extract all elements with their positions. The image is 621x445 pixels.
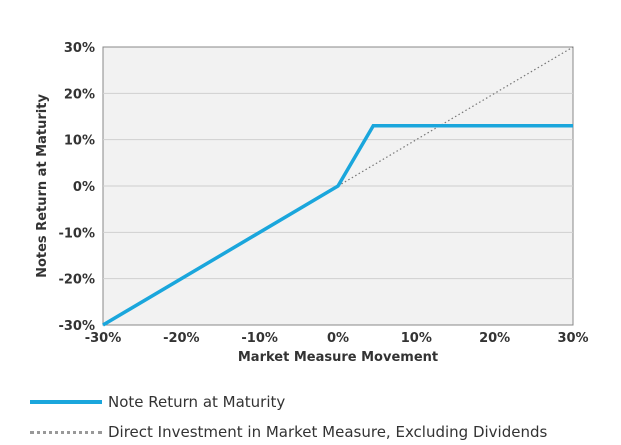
x-tick-label: -10% <box>241 331 278 346</box>
x-axis-title: Market Measure Movement <box>238 350 438 365</box>
y-tick-label: 0% <box>73 180 95 195</box>
x-tick-labels: -30% -20% -10% 0% 10% 20% 30% <box>85 331 589 346</box>
series-line-note-return <box>102 124 573 327</box>
y-tick-label: -20% <box>58 273 95 288</box>
y-axis-title: Notes Return at Maturity <box>35 94 50 278</box>
y-tick-label: -10% <box>58 226 95 241</box>
legend-swatch-dotted <box>30 430 102 434</box>
series-lines <box>102 46 574 327</box>
legend-item-note-return: Note Return at Maturity <box>30 391 610 413</box>
series-line-direct-investment <box>337 46 574 187</box>
legend-label-direct-investment: Direct Investment in Market Measure, Exc… <box>108 423 548 441</box>
legend-label-note-return: Note Return at Maturity <box>108 393 286 411</box>
y-tick-label: -30% <box>58 319 95 334</box>
legend-item-direct-investment: Direct Investment in Market Measure, Exc… <box>30 421 610 443</box>
x-tick-label: 20% <box>479 331 510 346</box>
payoff-chart: -30% -20% -10% 0% 10% 20% 30% 30%20%10%0%-10%-… <box>35 41 589 365</box>
y-tick-label: 30% <box>64 41 95 56</box>
x-tick-label: 30% <box>557 331 588 346</box>
y-tick-label: 20% <box>64 87 95 102</box>
legend-swatch-solid <box>30 400 102 404</box>
y-tick-label: 10% <box>64 134 95 149</box>
x-tick-label: -30% <box>85 331 122 346</box>
x-tick-label: 10% <box>401 331 432 346</box>
x-tick-label: -20% <box>163 331 200 346</box>
y-tick-labels: 30% 20% 10% 0% -10% -20% -30% <box>58 41 95 334</box>
x-tick-label: 0% <box>327 331 349 346</box>
